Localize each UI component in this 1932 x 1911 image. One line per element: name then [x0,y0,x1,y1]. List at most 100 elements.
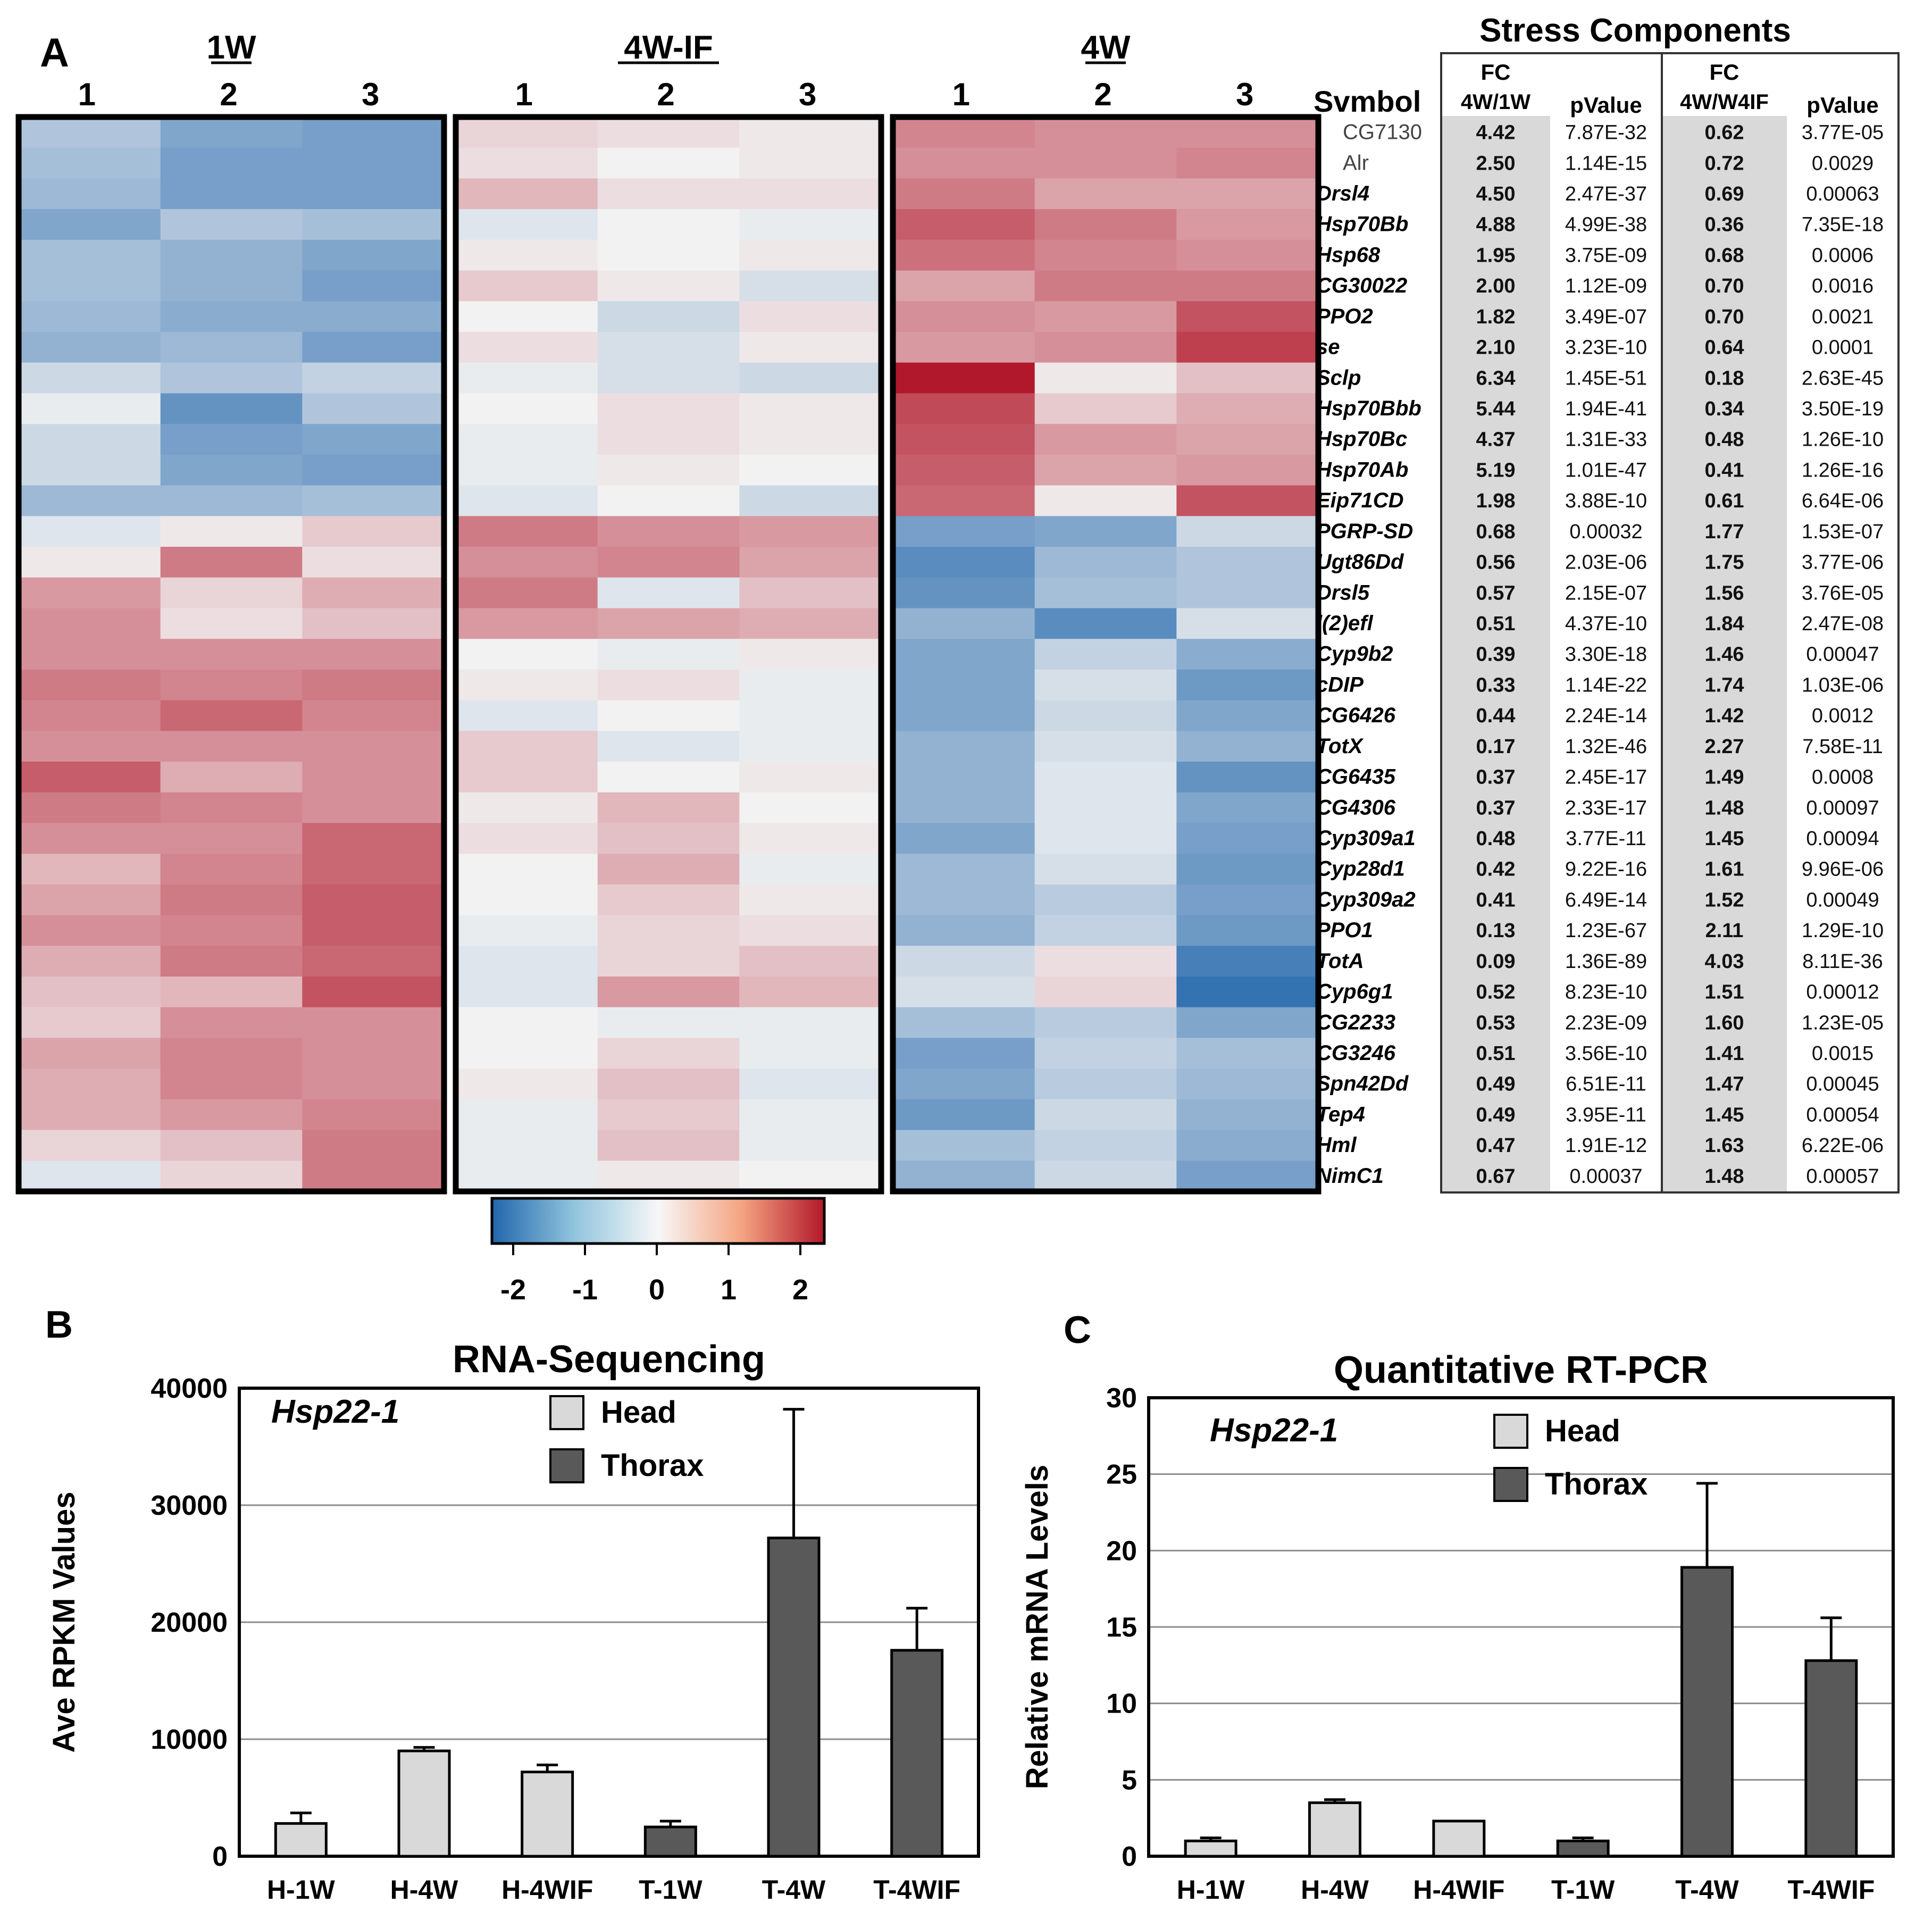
heatmap-cell [1034,1099,1177,1131]
heatmap-cell [739,1038,882,1069]
gene-symbol: CG6435 [1316,765,1396,789]
replicate-label: 2 [657,77,674,112]
pvalue-value: 2.03E-06 [1565,552,1647,574]
heatmap-cell [1176,485,1319,516]
heatmap-cell [893,239,1035,271]
heatmap-cell [1034,762,1177,793]
bar [521,1771,574,1858]
pvalue-value: 3.76E-05 [1802,582,1884,604]
heatmap-cell [739,485,882,516]
qrt-pcr-chart: Quantitative RT-PCR 0 5 10 15 20 25 30 Relative … [1020,1349,1895,1905]
fc-value: 1.48 [1705,797,1744,819]
heatmap-cell [1034,209,1177,240]
x-tick-label: T-4WIF [1787,1875,1875,1905]
heatmap-cell [160,639,303,670]
heatmap-cell [160,270,303,302]
pvalue-value: 1.29E-10 [1802,920,1884,942]
pvalue-value: 0.00054 [1806,1104,1879,1126]
gene-symbol: CG30022 [1316,274,1407,297]
gene-symbol: Cyp309a1 [1316,827,1416,850]
y-tick-label: 30000 [150,1490,228,1521]
heatmap-cell [597,393,740,424]
heatmap-cell [597,731,740,762]
heatmap-cell [456,547,598,578]
heatmap-cell [597,362,740,394]
heatmap-cell [19,147,161,179]
heatmap-cell [739,946,882,977]
pvalue-value: 3.30E-18 [1565,644,1647,666]
legend-swatch [1493,1467,1528,1502]
pvalue-value: 2.33E-17 [1565,797,1647,819]
heatmap-cells [19,117,1319,1192]
stress-table-border [1440,52,1900,1194]
heatmap-cell [19,884,161,916]
heatmap-cell [160,485,303,516]
gene-symbol: Cyp9b2 [1316,642,1393,666]
gene-symbol: CG7130 [1343,121,1422,144]
heatmap-cell [597,577,740,609]
heatmap-cell [19,977,161,1008]
heatmap-cell [19,639,161,670]
colorbar-tick-label: -2 [500,1274,526,1306]
pvalue-value: 3.75E-09 [1565,244,1647,266]
heatmap-cell [1176,301,1319,332]
heatmap-cell [1176,1038,1319,1069]
fc-value: 1.47 [1705,1073,1744,1096]
heatmap-cell [893,393,1035,424]
pvalue-value: 2.24E-14 [1565,705,1647,727]
heatmap-cell [19,762,161,793]
colorbar-tick-label: -1 [572,1274,598,1306]
pvalue-value: 3.23E-10 [1565,337,1647,359]
pvalue-value: 3.77E-05 [1802,122,1884,144]
heatmap-cell [19,731,161,762]
fc-value: 0.36 [1705,214,1744,236]
heatmap-cell [19,239,161,271]
heatmap-cell [302,854,445,885]
chart-title: RNA-Sequencing [453,1338,765,1381]
fc-value: 0.41 [1476,889,1516,911]
heatmap-cell [739,700,882,731]
heatmap-cell [739,577,882,609]
heatmap-cell [1176,915,1319,946]
heatmap-cell [19,270,161,302]
heatmap-cell [893,731,1035,762]
fc-value: 0.52 [1476,981,1516,1004]
pvalue-value: 0.0029 [1812,152,1874,174]
fc-value: 0.68 [1705,244,1744,266]
y-tick-label: 40000 [150,1373,228,1404]
y-tick-label: 20 [1106,1536,1137,1566]
heatmap-cell [456,393,598,424]
gene-symbol: NimC1 [1316,1164,1384,1188]
heatmap-cell [456,577,598,609]
heatmap-cell [160,762,303,793]
heatmap-cell [1034,454,1177,486]
fc-value: 0.41 [1705,459,1744,481]
heatmap-cell [160,1007,303,1039]
heatmap-cell [19,854,161,885]
heatmap-cell [597,854,740,885]
heatmap-cell [893,669,1035,701]
heatmap-cell [19,1007,161,1039]
heatmap-cell [597,424,740,455]
heatmap-cell [893,577,1035,609]
heatmap-cell [160,977,303,1008]
fc-value: 1.82 [1476,306,1516,328]
pvalue-value: 1.14E-22 [1565,674,1647,696]
gene-symbol: Spn42Dd [1316,1072,1409,1096]
fc-value: 0.39 [1476,644,1516,666]
y-tick-label: 15 [1106,1612,1137,1643]
heatmap-cell [19,1099,161,1131]
heatmap-cell [456,823,598,854]
fc-value: 0.09 [1476,950,1516,973]
x-tick-label: T-4WIF [873,1875,960,1905]
heatmap-cell [1034,915,1177,946]
heatmap-cell [1176,823,1319,854]
heatmap-cell [1176,608,1319,639]
heatmap-cell [160,147,303,179]
y-axis-label: Relative mRNA Levels [1020,1465,1055,1789]
heatmap-cell [893,424,1035,455]
x-tick-label: H-4WIF [501,1875,593,1905]
fc-value: 1.95 [1476,244,1516,266]
heatmap-cell [739,1007,882,1039]
